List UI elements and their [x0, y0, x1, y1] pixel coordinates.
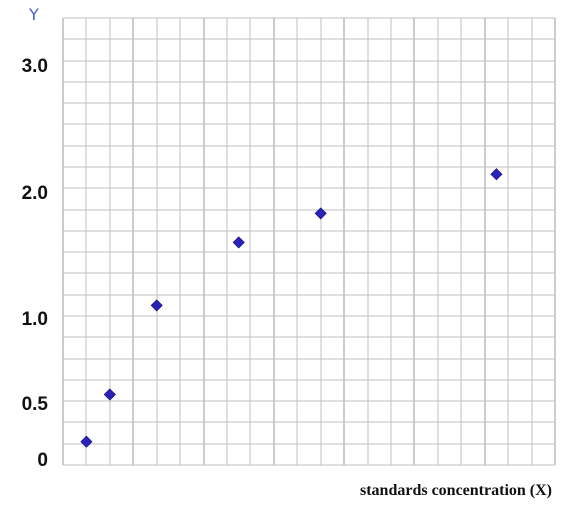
- data-point: [232, 236, 245, 249]
- data-point: [103, 388, 116, 401]
- y-tick-label: 0.5: [22, 394, 49, 415]
- data-points: [80, 168, 503, 448]
- y-tick-label: 0: [37, 450, 48, 471]
- grid-lines: [62, 17, 556, 466]
- x-axis-label: standards concentration (X): [360, 482, 552, 499]
- data-point: [80, 435, 93, 448]
- data-point: [490, 168, 503, 181]
- data-point: [314, 207, 327, 220]
- y-tick-labels: 0 0.5 1.0 2.0 3.0: [22, 56, 49, 471]
- y-tick-label: 2.0: [22, 183, 48, 204]
- y-tick-label: 1.0: [22, 309, 48, 330]
- y-axis-label: Y: [28, 5, 39, 24]
- data-point: [150, 299, 163, 312]
- y-tick-label: 3.0: [22, 56, 48, 77]
